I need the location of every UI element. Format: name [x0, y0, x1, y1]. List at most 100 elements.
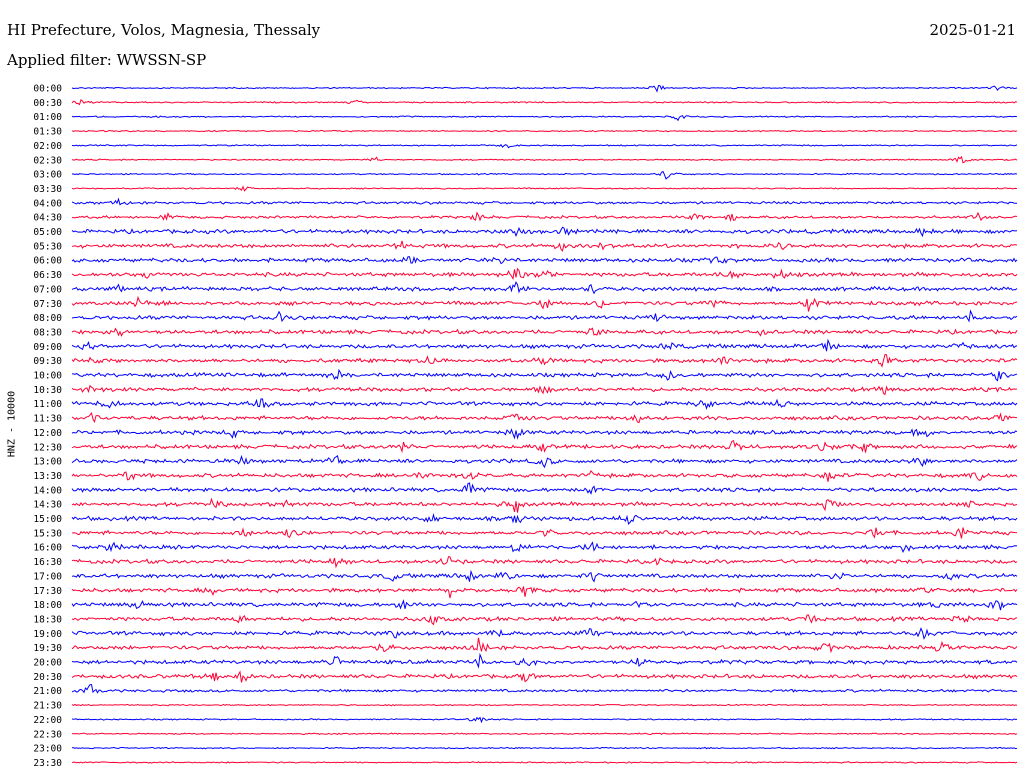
row-time-label: 23:30: [33, 758, 62, 769]
trace-row-1100: [71, 398, 1018, 410]
row-time-label: 20:00: [33, 658, 62, 669]
row-time-label: 07:00: [33, 284, 62, 295]
trace-row-2030: [71, 670, 1018, 683]
record-date: 2025-01-21: [929, 21, 1016, 39]
trace-row-1830: [71, 614, 1018, 626]
row-time-label: 16:00: [33, 543, 62, 554]
trace-row-1430: [71, 497, 1018, 513]
trace-row-1930: [71, 637, 1018, 654]
trace-row-1300: [71, 454, 1018, 469]
row-time-label: 09:30: [33, 356, 62, 367]
row-time-label: 23:00: [33, 744, 62, 755]
trace-row-0130: [71, 129, 1018, 133]
row-time-label: 10:00: [33, 371, 62, 382]
row-time-label: 00:30: [33, 98, 62, 109]
trace-row-1200: [71, 428, 1018, 440]
trace-row-1230: [71, 440, 1018, 454]
row-time-label: 15:30: [33, 528, 62, 539]
trace-row-0900: [71, 338, 1018, 352]
row-time-label: 14:30: [33, 500, 62, 511]
row-time-label: 21:30: [33, 701, 62, 712]
trace-row-0230: [71, 155, 1018, 164]
row-time-label: 08:30: [33, 327, 62, 338]
row-time-label: 12:00: [33, 428, 62, 439]
row-time-label: 13:00: [33, 457, 62, 468]
trace-row-1000: [71, 368, 1018, 382]
trace-row-1030: [71, 384, 1018, 396]
station-title: HI Prefecture, Volos, Magnesia, Thessaly: [7, 21, 321, 39]
row-time-label: 12:30: [33, 442, 62, 453]
row-time-label: 07:30: [33, 299, 62, 310]
trace-row-0600: [71, 255, 1018, 265]
trace-row-0100: [71, 115, 1018, 122]
trace-row-0200: [71, 143, 1018, 149]
row-time-label: 13:30: [33, 471, 62, 482]
trace-row-2330: [71, 761, 1018, 764]
row-time-label: 03:30: [33, 184, 62, 195]
applied-filter-label: Applied filter: WWSSN-SP: [7, 51, 207, 69]
trace-row-0430: [71, 211, 1018, 222]
row-time-label: 06:00: [33, 256, 62, 267]
trace-row-0030: [71, 99, 1018, 106]
row-time-label: 18:00: [33, 600, 62, 611]
row-time-label: 01:00: [33, 112, 62, 123]
trace-row-1530: [71, 527, 1018, 539]
trace-row-2300: [71, 746, 1018, 750]
trace-row-1700: [71, 569, 1018, 583]
trace-row-0330: [71, 185, 1018, 192]
row-time-label: 14:00: [33, 485, 62, 496]
trace-row-2100: [71, 683, 1018, 694]
row-time-label: 06:30: [33, 270, 62, 281]
trace-row-1630: [71, 556, 1018, 569]
trace-row-2230: [71, 732, 1018, 736]
trace-row-0530: [71, 240, 1018, 252]
trace-row-0630: [71, 267, 1018, 280]
row-time-label: 02:00: [33, 141, 62, 152]
row-time-label: 17:30: [33, 586, 62, 597]
row-time-label: 00:00: [33, 84, 62, 95]
row-time-label: 19:30: [33, 643, 62, 654]
trace-row-1900: [71, 627, 1018, 640]
row-time-label: 16:30: [33, 557, 62, 568]
row-time-label: 02:30: [33, 155, 62, 166]
trace-row-0730: [71, 295, 1018, 312]
trace-row-0500: [71, 226, 1018, 238]
trace-row-0930: [71, 353, 1018, 368]
row-time-label: 01:30: [33, 127, 62, 138]
row-time-label: 17:00: [33, 571, 62, 582]
row-time-label: 08:00: [33, 313, 62, 324]
trace-row-1400: [71, 482, 1018, 495]
trace-row-0000: [71, 84, 1018, 93]
trace-row-0400: [71, 197, 1017, 206]
trace-row-1600: [71, 541, 1018, 553]
row-time-label: 04:30: [33, 213, 62, 224]
row-time-label: 03:00: [33, 170, 62, 181]
row-time-label: 04:00: [33, 198, 62, 209]
row-time-label: 22:00: [33, 715, 62, 726]
row-time-label: 05:00: [33, 227, 62, 238]
row-time-label: 15:00: [33, 514, 62, 525]
row-time-label: 10:30: [33, 385, 62, 396]
row-time-label: 11:00: [33, 399, 62, 410]
trace-row-2130: [71, 703, 1018, 707]
trace-row-2200: [71, 716, 1018, 724]
trace-row-0300: [71, 170, 1018, 180]
row-time-label: 19:00: [33, 629, 62, 640]
trace-row-0700: [71, 281, 1018, 295]
row-time-label: 22:30: [33, 729, 62, 740]
trace-row-0830: [71, 327, 1018, 337]
trace-row-1130: [71, 412, 1017, 424]
row-time-label: 21:00: [33, 686, 62, 697]
row-time-label: 11:30: [33, 414, 62, 425]
row-time-label: 20:30: [33, 672, 62, 683]
trace-row-0800: [71, 309, 1018, 323]
trace-row-1500: [71, 513, 1018, 525]
trace-row-2000: [71, 652, 1018, 669]
row-time-label: 05:30: [33, 241, 62, 252]
trace-row-1330: [71, 469, 1018, 482]
trace-row-1730: [71, 586, 1018, 599]
row-time-label: 09:00: [33, 342, 62, 353]
row-time-label: 18:30: [33, 614, 62, 625]
trace-row-1800: [71, 599, 1018, 611]
